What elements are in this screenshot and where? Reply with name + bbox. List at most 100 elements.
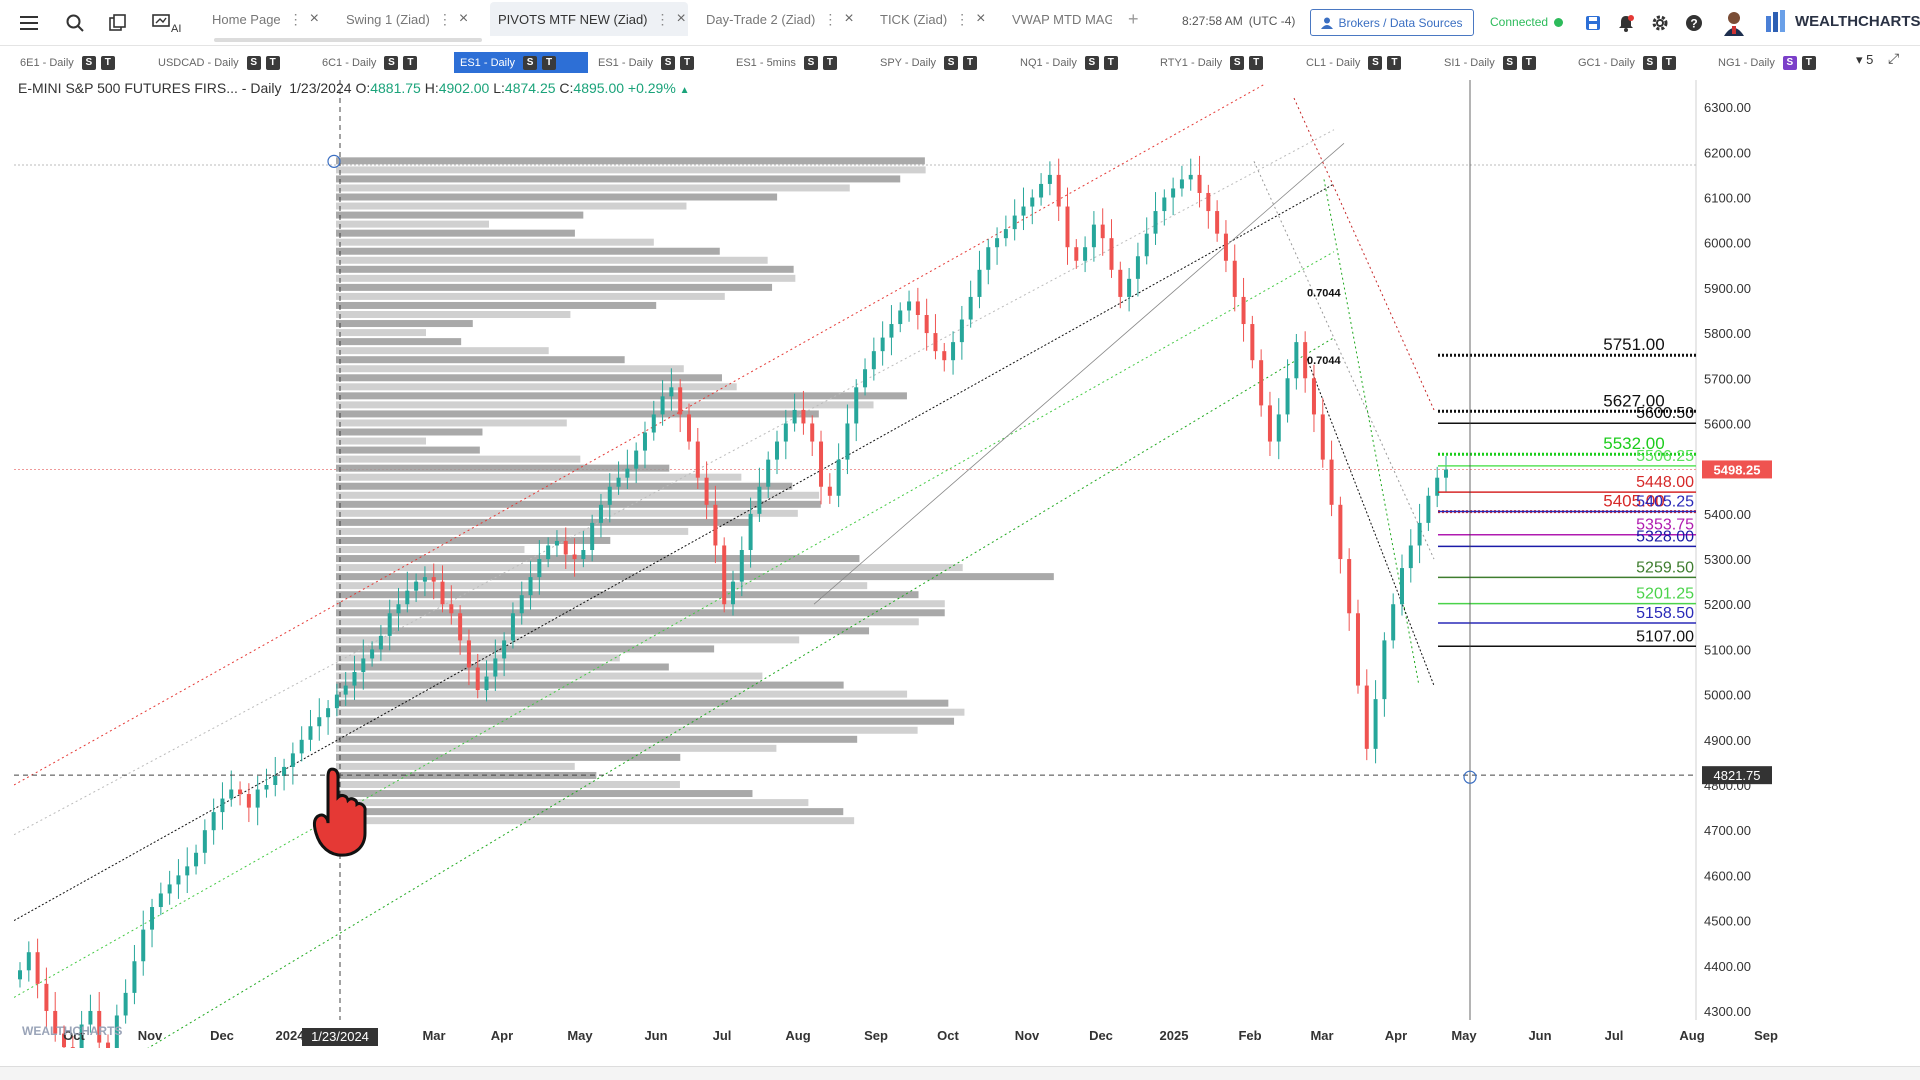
watchlist-item[interactable]: GC1 - Daily S T [1572,52,1676,73]
volume-profile-bar [336,274,796,282]
t-badge[interactable]: T [1387,55,1402,70]
candle [44,983,49,1011]
candle [1188,174,1193,180]
tab-pivots-mtf-new[interactable]: PIVOTS MTF NEW (Ziad) ⋮ × [490,2,688,36]
search-icon[interactable] [60,8,90,38]
tab-scrollbar[interactable] [214,38,482,42]
tab-menu-icon[interactable]: ⋮ [437,10,452,27]
volume-profile-bar [336,175,901,183]
s-badge[interactable]: S [1368,55,1383,70]
watchlist-label: CL1 - Daily [1306,56,1361,69]
s-badge[interactable]: S [81,55,96,70]
crosshair-price-tag [1702,766,1772,785]
candle [220,798,225,813]
t-badge[interactable]: T [100,55,115,70]
t-badge[interactable]: T [963,55,978,70]
watchlist-item[interactable]: NG1 - Daily S T [1712,52,1816,73]
watchlist-label: 6C1 - Daily [322,56,377,69]
s-badge[interactable]: S [1084,55,1099,70]
tab-swing-1[interactable]: Swing 1 (Ziad) ⋮ × [346,2,470,36]
volume-profile-bar [336,410,819,418]
watchlist-item[interactable]: NQ1 - Daily S T [1014,52,1118,73]
watchlist-more-dropdown[interactable]: ▾ 5 [1856,52,1874,67]
s-badge[interactable]: S [1782,55,1797,70]
legend-change: +0.29% [627,80,676,96]
t-badge[interactable]: T [822,55,837,70]
tab-menu-icon[interactable]: ⋮ [655,10,670,27]
t-badge[interactable]: T [1801,55,1816,70]
t-badge[interactable]: T [1661,55,1676,70]
s-badge[interactable]: S [523,55,538,70]
volume-profile-bar [336,817,855,825]
t-badge[interactable]: T [1249,55,1264,70]
tab-home-page[interactable]: Home Page ⋮ × [212,2,322,36]
t-badge[interactable]: T [1103,55,1118,70]
avatar[interactable] [1719,8,1749,38]
s-badge[interactable]: S [246,55,261,70]
watchlist-item[interactable]: 6C1 - Daily S T [316,52,418,73]
watchlist-item[interactable]: 6E1 - Daily S T [14,52,115,73]
gear-icon[interactable] [1645,8,1675,38]
s-badge[interactable]: S [1502,55,1517,70]
tab-menu-icon[interactable]: ⋮ [823,10,837,27]
tab-menu-icon[interactable]: ⋮ [288,10,303,27]
close-icon[interactable]: × [309,10,319,27]
watchlist-item[interactable]: RTY1 - Daily S T [1154,52,1264,73]
save-icon[interactable] [1578,8,1608,38]
candle [995,238,1000,248]
expand-icon[interactable]: ⤢ [1888,50,1900,66]
copy-icon[interactable] [103,8,133,38]
watchlist-label: ES1 - Daily [460,56,516,69]
watchlist-item[interactable]: USDCAD - Daily S T [152,52,280,73]
ai-icon[interactable]: AI [150,8,186,38]
watchlist-item-active[interactable]: ES1 - Daily S T [454,52,588,73]
candle [1012,215,1017,230]
menu-icon[interactable] [14,8,44,38]
candle [26,952,31,971]
help-icon[interactable]: ? [1679,8,1709,38]
watchlist-item[interactable]: ES1 - Daily S T [592,52,695,73]
tab-day-trade-2[interactable]: Day-Trade 2 (Ziad) ⋮ × [706,2,856,36]
watchlist-item[interactable]: CL1 - Daily S T [1300,52,1402,73]
t-badge[interactable]: T [542,55,557,70]
fib-label: 0.7044 [1307,355,1342,367]
tab-menu-icon[interactable]: ⋮ [955,10,969,27]
svg-text:AI: AI [171,23,181,33]
candle [167,884,172,894]
t-badge[interactable]: T [265,55,280,70]
add-tab-button[interactable]: + [1128,8,1139,29]
candle [141,929,146,962]
legend-open: 4881.75 [370,80,421,96]
t-badge[interactable]: T [1521,55,1536,70]
s-badge[interactable]: S [1230,55,1245,70]
s-badge[interactable]: S [944,55,959,70]
watchlist-item[interactable]: SPY - Daily S T [874,52,978,73]
close-icon[interactable]: × [844,10,854,27]
s-badge[interactable]: S [661,55,676,70]
bell-icon[interactable] [1611,8,1641,38]
close-icon[interactable]: × [676,10,686,27]
close-icon[interactable]: × [458,10,469,27]
price-chart[interactable]: 0.7044 0.7044 5751.00 5627.00 5600.50 5532.00… [14,80,1837,1048]
t-badge[interactable]: T [680,55,695,70]
close-icon[interactable]: × [976,10,986,27]
candle [255,789,260,808]
watchlist-item[interactable]: ES1 - 5mins S T [730,52,837,73]
crosshair-date-label: 1/23/2024 [311,1029,369,1044]
s-badge[interactable]: S [1642,55,1657,70]
bottom-scrollbar[interactable] [0,1066,1920,1080]
tab-label: VWAP MTD MAG [1012,11,1112,27]
price-tick-label: 4500.00 [1704,914,1751,929]
candle [502,640,507,659]
tab-tick[interactable]: TICK (Ziad) ⋮ × [880,2,990,36]
tab-vwap-mtd-mag[interactable]: VWAP MTD MAG [1012,2,1112,36]
t-badge[interactable]: T [403,55,418,70]
s-badge[interactable]: S [803,55,818,70]
up-arrow-icon: ▲ [679,85,690,96]
s-badge[interactable]: S [384,55,399,70]
volume-profile-bar [336,518,753,526]
watchlist-item[interactable]: SI1 - Daily S T [1438,52,1536,73]
brokers-data-sources-button[interactable]: Brokers / Data Sources [1310,9,1474,36]
candle [370,649,375,659]
